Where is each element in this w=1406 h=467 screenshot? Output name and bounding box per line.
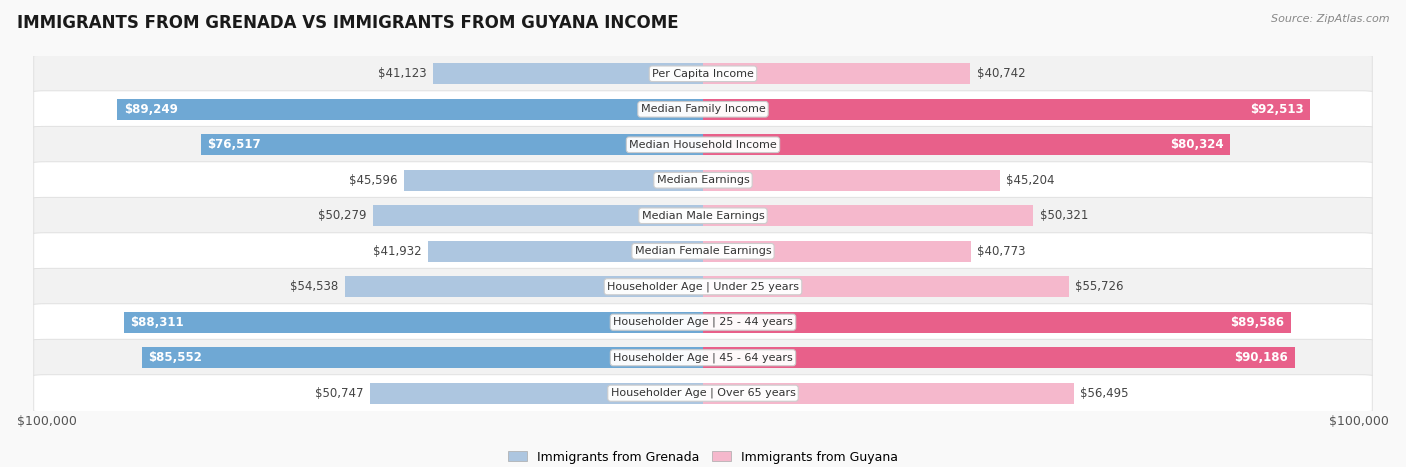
Text: $89,586: $89,586 [1230,316,1284,329]
FancyBboxPatch shape [34,268,1372,305]
Bar [703,99,1310,120]
Bar [344,276,703,297]
Bar [201,134,703,156]
FancyBboxPatch shape [34,304,1372,341]
Text: Per Capita Income: Per Capita Income [652,69,754,79]
Text: $90,186: $90,186 [1234,351,1288,364]
Text: $92,513: $92,513 [1250,103,1303,116]
Bar [142,347,703,368]
Text: $55,726: $55,726 [1076,280,1123,293]
Text: $41,123: $41,123 [378,67,426,80]
Text: $41,932: $41,932 [373,245,422,258]
FancyBboxPatch shape [34,91,1372,128]
FancyBboxPatch shape [34,375,1372,412]
Text: Median Earnings: Median Earnings [657,175,749,185]
Text: $88,311: $88,311 [131,316,184,329]
Text: Median Male Earnings: Median Male Earnings [641,211,765,221]
Text: Median Female Earnings: Median Female Earnings [634,246,772,256]
FancyBboxPatch shape [34,339,1372,376]
Text: Median Household Income: Median Household Income [628,140,778,150]
Text: $40,773: $40,773 [977,245,1025,258]
Text: $54,538: $54,538 [291,280,339,293]
Text: $50,321: $50,321 [1039,209,1088,222]
Bar [703,311,1291,333]
Bar [703,134,1230,156]
Bar [703,241,970,262]
Text: Householder Age | 45 - 64 years: Householder Age | 45 - 64 years [613,353,793,363]
Text: $85,552: $85,552 [148,351,202,364]
FancyBboxPatch shape [34,126,1372,163]
Text: $45,596: $45,596 [349,174,398,187]
Text: Source: ZipAtlas.com: Source: ZipAtlas.com [1271,14,1389,24]
Bar [427,241,703,262]
Bar [433,63,703,85]
Text: $40,742: $40,742 [977,67,1025,80]
Text: $76,517: $76,517 [208,138,262,151]
FancyBboxPatch shape [34,233,1372,270]
Bar [124,311,703,333]
Text: $45,204: $45,204 [1007,174,1054,187]
Text: IMMIGRANTS FROM GRENADA VS IMMIGRANTS FROM GUYANA INCOME: IMMIGRANTS FROM GRENADA VS IMMIGRANTS FR… [17,14,679,32]
Bar [370,382,703,404]
Text: $89,249: $89,249 [124,103,177,116]
Text: Median Family Income: Median Family Income [641,104,765,114]
Bar [404,170,703,191]
Text: $56,495: $56,495 [1080,387,1129,400]
Text: $80,324: $80,324 [1170,138,1223,151]
Bar [373,205,703,226]
Text: Householder Age | Under 25 years: Householder Age | Under 25 years [607,282,799,292]
Text: Householder Age | 25 - 44 years: Householder Age | 25 - 44 years [613,317,793,327]
Text: Householder Age | Over 65 years: Householder Age | Over 65 years [610,388,796,398]
Text: $50,279: $50,279 [318,209,367,222]
Bar [703,347,1295,368]
FancyBboxPatch shape [34,162,1372,199]
FancyBboxPatch shape [34,55,1372,92]
Legend: Immigrants from Grenada, Immigrants from Guyana: Immigrants from Grenada, Immigrants from… [503,446,903,467]
FancyBboxPatch shape [34,197,1372,234]
Bar [703,276,1069,297]
Bar [118,99,703,120]
Bar [703,205,1033,226]
Text: $50,747: $50,747 [315,387,364,400]
Bar [703,382,1074,404]
Bar [703,170,1000,191]
Bar [703,63,970,85]
